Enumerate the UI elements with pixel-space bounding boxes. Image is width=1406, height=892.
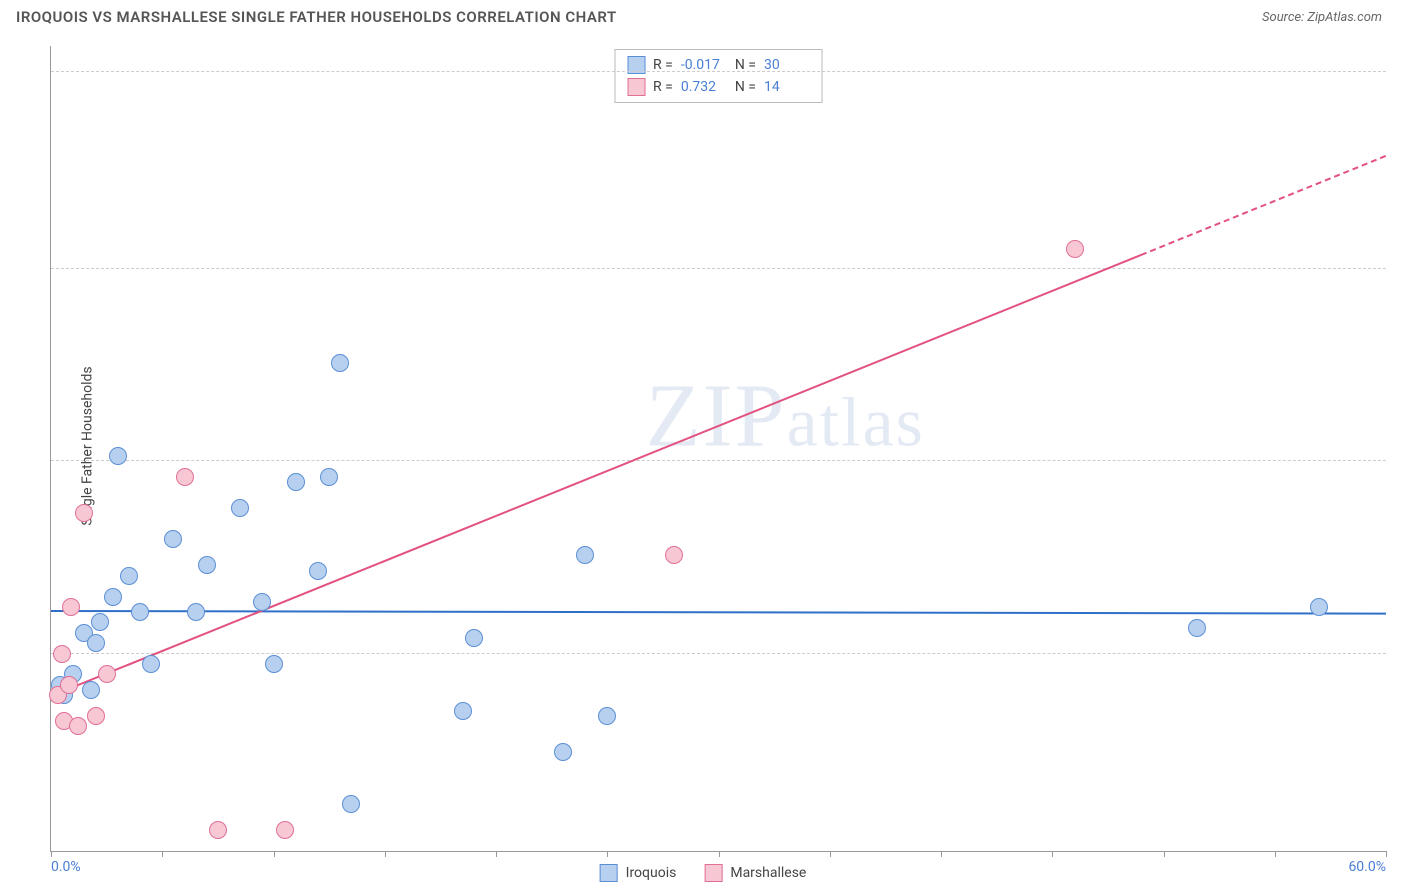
gridline	[51, 460, 1386, 461]
data-point	[465, 629, 483, 647]
data-point	[69, 717, 87, 735]
legend-r-value: -0.017	[681, 54, 727, 76]
data-point	[198, 556, 216, 574]
data-point	[87, 634, 105, 652]
chart-title: IROQUOIS VS MARSHALLESE SINGLE FATHER HO…	[16, 8, 617, 26]
legend-bottom-item: Marshallese	[704, 864, 806, 882]
legend-n-value: 14	[764, 76, 810, 98]
data-point	[91, 613, 109, 631]
legend-series: Iroquois Marshallese	[600, 864, 807, 882]
data-point	[253, 593, 271, 611]
data-point	[98, 665, 116, 683]
data-point	[131, 603, 149, 621]
data-point	[231, 499, 249, 517]
data-point	[104, 588, 122, 606]
legend-top-row: R = 0.732 N = 14	[627, 76, 810, 98]
x-tick-label-min: 0.0%	[51, 859, 81, 875]
data-point	[176, 468, 194, 486]
regression-line	[51, 254, 1142, 697]
plot-area: ZIPatlas R =-0.017N =30R =0.732N =14 3.8…	[50, 46, 1386, 852]
legend-n-label: N =	[735, 76, 756, 98]
data-point	[454, 702, 472, 720]
x-tick	[162, 851, 163, 857]
legend-r-label: R =	[653, 54, 673, 76]
legend-r-label: R =	[653, 76, 673, 98]
legend-swatch	[704, 864, 722, 882]
regression-line-dashed	[1141, 155, 1386, 256]
legend-n-value: 30	[764, 54, 810, 76]
x-tick	[1052, 851, 1053, 857]
gridline	[51, 268, 1386, 269]
data-point	[209, 821, 227, 839]
x-tick	[830, 851, 831, 857]
data-point	[665, 546, 683, 564]
x-tick	[1386, 851, 1387, 857]
data-point	[120, 567, 138, 585]
data-point	[342, 795, 360, 813]
data-point	[276, 821, 294, 839]
gridline	[51, 653, 1386, 654]
x-tick	[496, 851, 497, 857]
data-point	[554, 743, 572, 761]
x-tick	[607, 851, 608, 857]
watermark: ZIPatlas	[646, 365, 925, 468]
legend-n-label: N =	[735, 54, 756, 76]
data-point	[287, 473, 305, 491]
data-point	[598, 707, 616, 725]
legend-top-row: R = -0.017 N = 30	[627, 54, 810, 76]
data-point	[320, 468, 338, 486]
y-tick-label: 11.2%	[1391, 245, 1406, 261]
data-point	[53, 645, 71, 663]
data-point	[109, 447, 127, 465]
legend-correlation: R = -0.017 N = 30 R = 0.732 N = 14	[614, 49, 823, 103]
x-tick	[51, 851, 52, 857]
legend-r-value: 0.732	[681, 76, 727, 98]
data-point	[187, 603, 205, 621]
x-tick	[1275, 851, 1276, 857]
data-point	[1188, 619, 1206, 637]
data-point	[82, 681, 100, 699]
data-point	[1310, 598, 1328, 616]
y-tick-label: 7.5%	[1391, 437, 1406, 453]
x-tick-label-max: 60.0%	[1348, 859, 1386, 875]
x-tick	[719, 851, 720, 857]
data-point	[265, 655, 283, 673]
source-label: Source: ZipAtlas.com	[1262, 10, 1382, 25]
data-point	[164, 530, 182, 548]
x-tick	[274, 851, 275, 857]
y-tick-label: 3.8%	[1391, 630, 1406, 646]
data-point	[60, 676, 78, 694]
legend-swatch	[600, 864, 618, 882]
data-point	[331, 354, 349, 372]
data-point	[576, 546, 594, 564]
data-point	[75, 504, 93, 522]
data-point	[142, 655, 160, 673]
plot-wrapper: ZIPatlas R =-0.017N =30R =0.732N =14 3.8…	[50, 46, 1386, 852]
y-tick-label: 15.0%	[1391, 48, 1406, 64]
data-point	[1066, 240, 1084, 258]
legend-series-label: Iroquois	[626, 865, 677, 881]
data-point	[62, 598, 80, 616]
x-tick	[1164, 851, 1165, 857]
data-point	[309, 562, 327, 580]
gridline	[51, 71, 1386, 72]
legend-swatch	[627, 78, 645, 96]
legend-bottom-item: Iroquois	[600, 864, 677, 882]
x-tick	[941, 851, 942, 857]
x-tick	[385, 851, 386, 857]
data-point	[87, 707, 105, 725]
legend-series-label: Marshallese	[730, 865, 806, 881]
